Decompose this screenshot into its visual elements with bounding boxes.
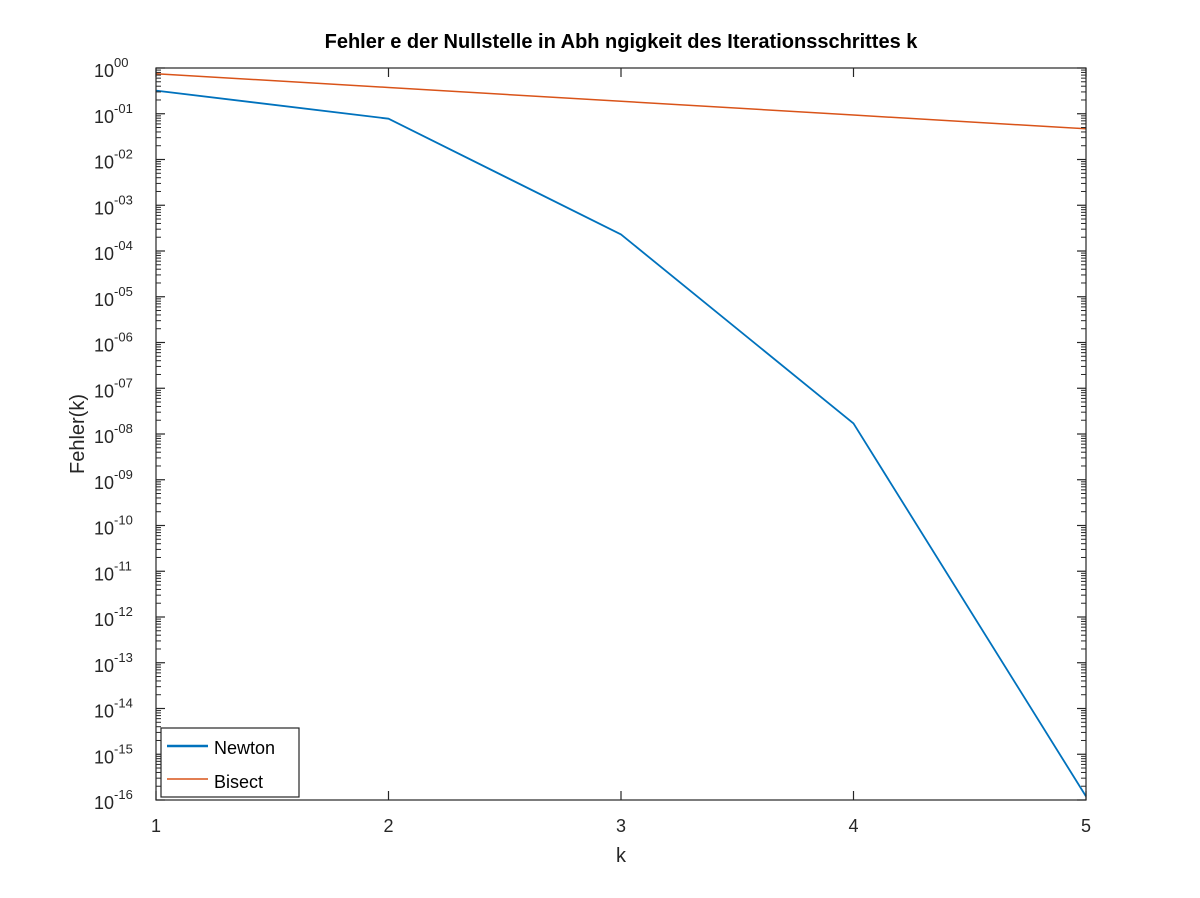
- y-tick-label: 10-09: [94, 467, 133, 493]
- legend-label-bisect: Bisect: [214, 772, 263, 792]
- y-tick-label: 10-02: [94, 147, 133, 173]
- y-tick-label: 10-13: [94, 650, 133, 676]
- y-tick-label: 10-05: [94, 284, 133, 310]
- legend: Newton Bisect: [160, 727, 300, 798]
- x-tick-label: 1: [151, 816, 161, 836]
- series-line-newton: [155, 89, 1087, 797]
- y-tick-label: 1000: [94, 55, 129, 81]
- x-tick-label: 5: [1081, 816, 1091, 836]
- x-tick-label: 4: [848, 816, 858, 836]
- y-tick-label: 10-12: [94, 604, 133, 630]
- x-tick-label: 3: [616, 816, 626, 836]
- y-tick-label: 10-16: [94, 787, 133, 813]
- y-tick-label: 10-07: [94, 375, 133, 401]
- y-tick-label: 10-06: [94, 330, 133, 356]
- chart-title: Fehler e der Nullstelle in Abh ngigkeit …: [325, 31, 919, 53]
- legend-label-newton: Newton: [214, 738, 275, 758]
- ticks-layer: 1 2 3 4 5 1000 10-01 10-02 10-03 10-04 10-05 10-06 1…: [94, 55, 1091, 836]
- plot-border: [155, 67, 1087, 801]
- y-tick-label: 10-01: [94, 101, 133, 127]
- y-axis-label: Fehler(k): [67, 394, 89, 474]
- y-tick-label: 10-04: [94, 238, 133, 264]
- y-tick-label: 10-15: [94, 741, 133, 767]
- y-tick-label: 10-03: [94, 192, 133, 218]
- y-tick-label: 10-10: [94, 513, 133, 539]
- x-tick-label: 2: [383, 816, 393, 836]
- y-tick-label: 10-08: [94, 421, 133, 447]
- plot-area: [156, 68, 1086, 800]
- y-tick-label: 10-11: [94, 558, 132, 584]
- y-tick-label: 10-14: [94, 696, 133, 722]
- series-line-bisect: [155, 72, 1087, 130]
- legend-box: [160, 727, 300, 798]
- x-axis-label: k: [616, 845, 627, 867]
- series-layer: [155, 72, 1087, 797]
